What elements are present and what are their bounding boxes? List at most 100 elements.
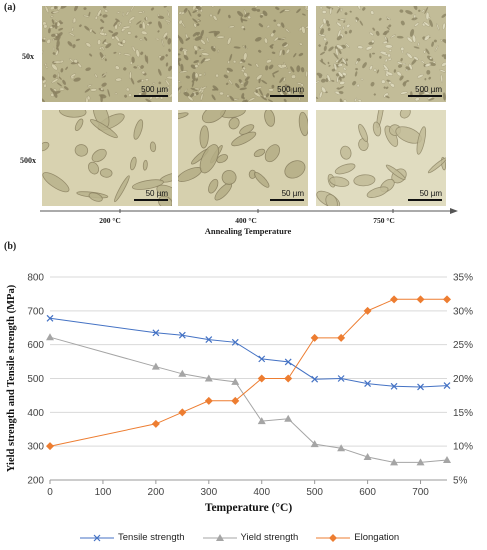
scale-bar — [408, 199, 442, 201]
row-label-50x: 50x — [22, 52, 34, 61]
temp-label-200: 200 °C — [99, 216, 121, 225]
temp-label-750: 750 °C — [373, 216, 395, 225]
data-point-elongation — [257, 374, 266, 383]
data-point-elongation — [204, 396, 213, 405]
data-point-yield — [363, 452, 372, 460]
x-tick-label: 700 — [412, 487, 429, 498]
x-tick-label: 400 — [253, 487, 270, 498]
legend: Tensile strength Yield strength Elongati… — [80, 532, 399, 543]
legend-tensile-label: Tensile strength — [118, 532, 185, 543]
data-point-yield — [390, 458, 399, 466]
data-point-elongation — [337, 333, 346, 342]
data-point-yield — [178, 369, 187, 377]
x-tick-label: 200 — [148, 487, 165, 498]
data-point-tensile — [284, 358, 292, 366]
x-tick-label: 500 — [306, 487, 323, 498]
data-point-yield — [416, 458, 425, 466]
scale-bar — [270, 199, 304, 201]
legend-yield-marker — [202, 533, 237, 541]
data-point-elongation — [284, 374, 293, 383]
y-axis-title: Yield strength and Tensile strength (MPa… — [6, 284, 17, 472]
y2-tick-label: 35% — [453, 273, 473, 284]
x-tick-label: 100 — [95, 487, 112, 498]
row-label-500x: 500x — [20, 156, 36, 165]
series-line-yield-strength — [49, 336, 448, 463]
scale-bar-label: 500 µm — [277, 85, 304, 94]
data-point-elongation — [363, 306, 372, 315]
data-point-tensile — [364, 380, 372, 387]
data-point-yield — [310, 440, 319, 448]
line-chart: 200 300 400 500 600 700 800 5% 10% 15% 20% 25% 30% 35… — [6, 273, 473, 515]
x-tick-label: 600 — [359, 487, 376, 498]
data-point-yield — [46, 333, 54, 341]
scale-bar-label: 50 µm — [419, 189, 442, 198]
data-point-tensile — [390, 382, 398, 390]
data-point-yield — [337, 444, 346, 452]
data-point-tensile — [46, 314, 54, 322]
panel-a-label: (a) — [4, 2, 16, 13]
y-tick-label: 200 — [27, 476, 44, 487]
data-point-tensile — [311, 375, 319, 383]
data-point-yield — [231, 377, 240, 385]
y2-tick-label: 25% — [453, 340, 473, 351]
scale-bar — [134, 199, 168, 201]
micrograph-50x-1: 500 µm — [42, 6, 172, 102]
micrograph-50x-2: 500 µm — [178, 6, 308, 102]
y-tick-label: 500 — [27, 374, 44, 385]
data-point-elongation — [151, 419, 160, 428]
series-line-tensile-strength — [49, 317, 448, 388]
y2-tick-label: 20% — [453, 374, 473, 385]
data-point-yield — [204, 374, 213, 382]
data-point-elongation — [178, 408, 187, 417]
scale-bar — [270, 95, 304, 97]
annealing-axis-arrow — [40, 208, 458, 214]
data-point-elongation — [310, 333, 319, 342]
data-point-tensile — [337, 375, 345, 382]
micrograph-50x-3: 500 µm — [316, 6, 446, 102]
y-tick-label: 600 — [27, 340, 44, 351]
y2-tick-label: 15% — [453, 408, 473, 419]
y2-tick-label: 30% — [453, 306, 473, 317]
data-point-tensile — [258, 355, 266, 363]
data-point-tensile — [205, 336, 213, 344]
y2-tick-label: 5% — [453, 476, 468, 487]
data-point-tensile — [443, 382, 451, 390]
annealing-temperature-title: Annealing Temperature — [204, 226, 292, 236]
data-point-tensile — [231, 338, 239, 346]
micrograph-500x-1: 50 µm — [42, 110, 172, 206]
legend-elongation-marker — [316, 533, 351, 542]
y2-tick-label: 10% — [453, 442, 473, 453]
series-line-elongation — [49, 298, 447, 447]
data-point-yield — [151, 362, 160, 370]
x-tick-label: 300 — [200, 487, 217, 498]
data-point-elongation — [46, 442, 54, 451]
panel-b-label: (b) — [4, 241, 17, 252]
legend-tensile-marker — [80, 534, 114, 541]
data-point-tensile — [178, 331, 186, 339]
scale-bar-label: 500 µm — [141, 85, 168, 94]
micrograph-500x-3: 50 µm — [316, 110, 446, 206]
y-tick-label: 300 — [27, 442, 44, 453]
data-point-yield — [257, 417, 266, 425]
data-point-elongation — [443, 295, 451, 304]
y-tick-label: 700 — [27, 306, 44, 317]
scale-bar — [134, 95, 168, 97]
y-tick-label: 800 — [27, 273, 44, 284]
temp-label-400: 400 °C — [235, 216, 257, 225]
scale-bar-label: 50 µm — [281, 189, 304, 198]
x-axis-title: Temperature (°C) — [205, 502, 292, 514]
y-tick-label: 400 — [27, 408, 44, 419]
data-point-elongation — [390, 295, 399, 304]
scale-bar-label: 50 µm — [145, 189, 168, 198]
micrograph-500x-2: 50 µm — [178, 110, 308, 206]
scale-bar-label: 500 µm — [415, 85, 442, 94]
legend-yield-label: Yield strength — [240, 532, 299, 543]
data-point-elongation — [231, 396, 240, 405]
data-point-yield — [284, 414, 293, 422]
scale-bar — [408, 95, 442, 97]
x-tick-label: 0 — [47, 487, 53, 498]
data-point-elongation — [416, 295, 425, 304]
legend-elongation-label: Elongation — [354, 532, 400, 543]
data-point-yield — [443, 456, 451, 464]
data-point-tensile — [417, 383, 424, 391]
